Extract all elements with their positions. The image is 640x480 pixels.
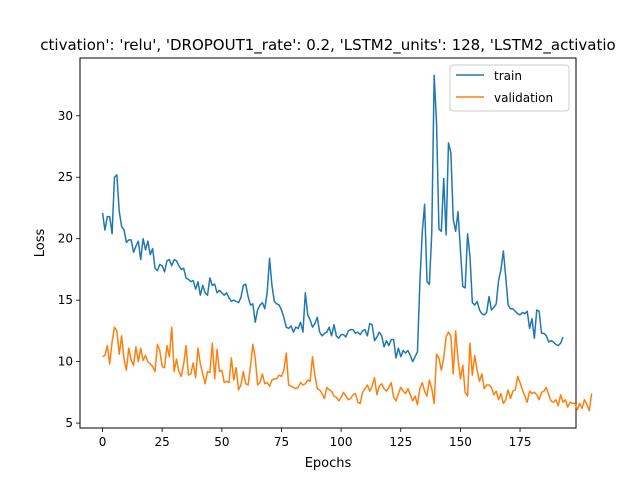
series-line-train [101,74,564,363]
chart-title: ctivation': 'relu', 'DROPOUT1_rate': 0.2… [40,36,615,55]
x-tick-label: 50 [214,435,229,449]
x-tick-label: 0 [99,435,107,449]
legend-label-validation: validation [494,91,553,105]
x-tick-label: 25 [155,435,170,449]
x-axis-label: Epochs [305,456,352,471]
y-tick-label: 10 [58,355,73,369]
y-tick-label: 15 [58,293,73,307]
legend-box [449,64,570,112]
y-axis-label: Loss [33,229,48,258]
x-tick-label: 150 [449,435,472,449]
x-axis-ticks: 0 25 50 75 100 125 150 175 [99,428,532,449]
x-tick-label: 125 [389,435,412,449]
series-line-validation [102,326,593,412]
y-axis-ticks: 5 10 15 20 25 30 [58,109,80,430]
legend: train validation [449,64,570,112]
y-tick-label: 20 [58,232,73,246]
y-tick-label: 25 [58,170,73,184]
series-layer [101,74,593,412]
x-tick-label: 100 [330,435,353,449]
y-tick-label: 5 [65,416,73,430]
x-tick-label: 75 [274,435,289,449]
x-tick-label: 175 [509,435,532,449]
legend-label-train: train [494,69,522,83]
y-tick-label: 30 [58,109,73,123]
plot-frame [79,57,577,429]
plot-area: 0 25 50 75 100 125 150 175 5 10 15 20 25 30 [58,57,593,449]
